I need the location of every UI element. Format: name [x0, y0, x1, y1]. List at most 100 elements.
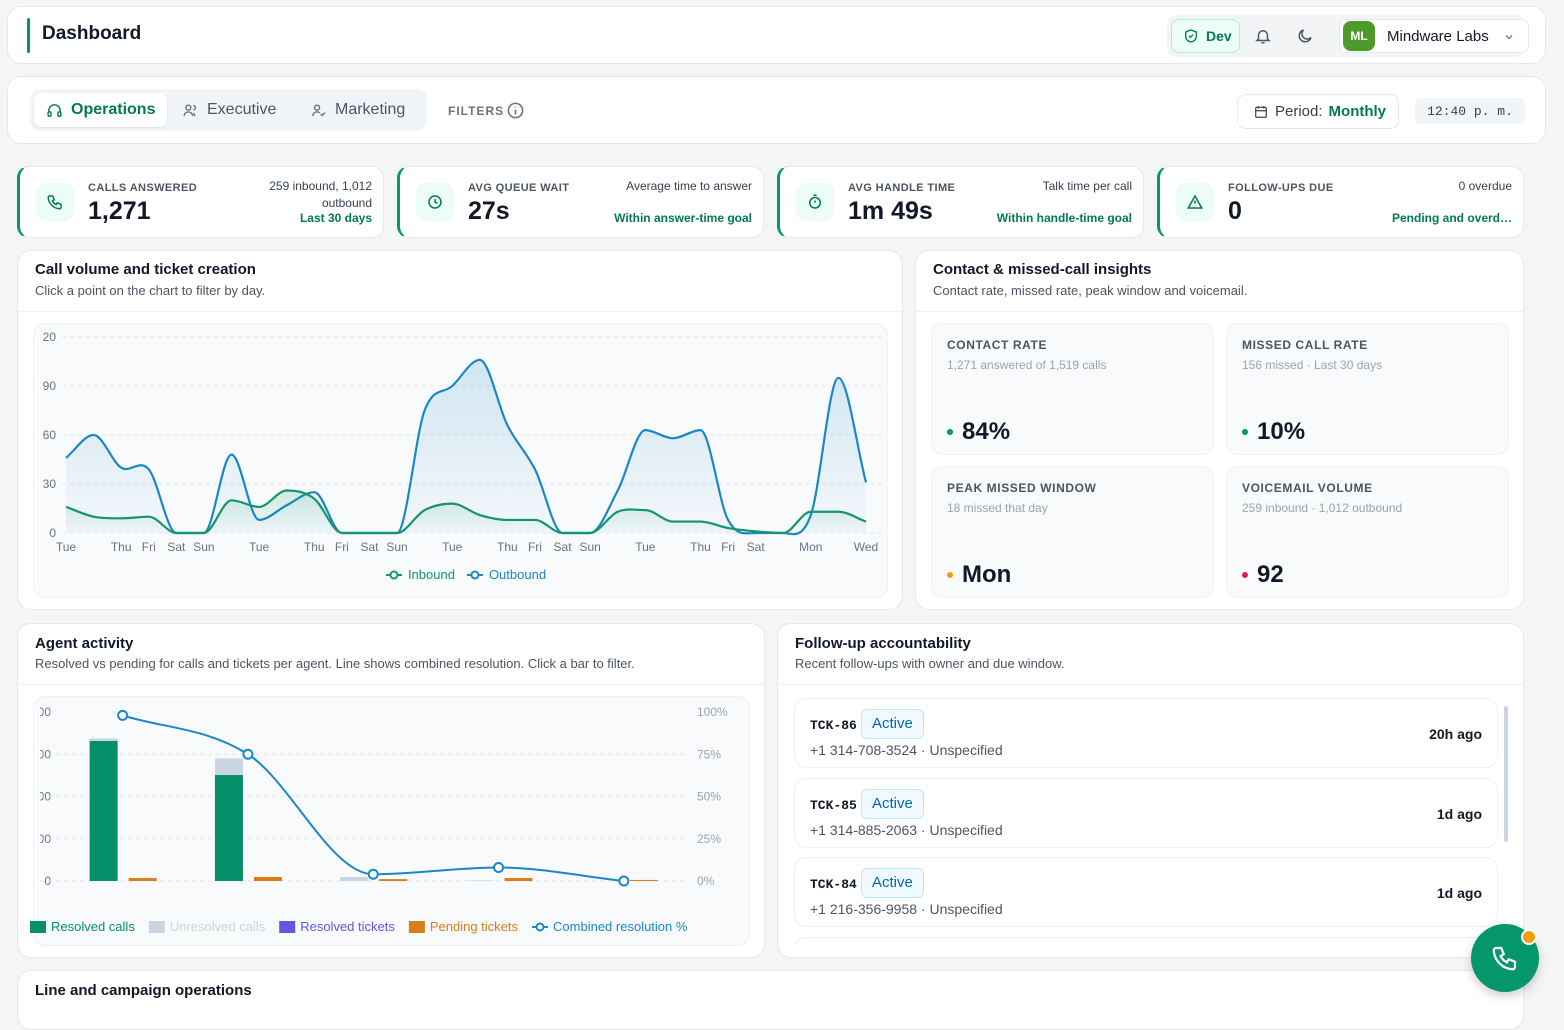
bar[interactable] [629, 879, 658, 881]
insight-number: 84% [962, 418, 1011, 445]
line-chart: 0 30 60 90 20 Tue Thu Fri Sat Sun Tue Thu Fri Sat Sun T… [43, 330, 883, 582]
x-tick-label: Thu [111, 540, 132, 554]
legend-item[interactable]: Unresolved calls [148, 919, 266, 934]
bar[interactable] [379, 879, 408, 881]
insight-label: MISSED CALL RATE [1242, 338, 1368, 352]
y-tick-label: 30 [43, 477, 57, 491]
legend-label: Pending tickets [430, 919, 519, 934]
divider [18, 311, 902, 312]
x-tick-label: Tue [56, 540, 77, 554]
bar[interactable] [214, 774, 243, 881]
icon [1186, 194, 1204, 209]
env-badge[interactable]: Dev [1171, 19, 1240, 53]
status-badge: Active [861, 709, 924, 739]
kpi-card: FOLLOW-UPS DUE 0 0 overdue Pending and over… [1157, 166, 1524, 238]
env-label: Dev [1206, 28, 1232, 44]
page: Dashboard html,body{margin:0;padding:0;w… [7, 6, 1546, 1030]
panel-subtitle: Recent follow-ups with owner and due win… [795, 656, 1065, 671]
legend-item[interactable]: Pending tickets [408, 919, 519, 934]
tab-icon [183, 103, 197, 116]
legend-marker [279, 921, 296, 933]
line-campaign-panel: Line and campaign operations [17, 970, 1524, 1030]
legend-item[interactable]: Resolved calls [30, 919, 135, 934]
tab[interactable]: Marketing [298, 93, 417, 127]
bell-icon[interactable] [1254, 27, 1272, 45]
bar[interactable] [89, 738, 118, 741]
insight-card: PEAK MISSED WINDOW 18 missed that day Mon [931, 466, 1214, 598]
insight-number: Mon [962, 561, 1012, 588]
kpi-note: Average time to answer [626, 179, 752, 193]
kpi-value: 1,271 [88, 197, 151, 225]
insight-value: 84% [947, 418, 1010, 446]
followup-item[interactable]: TCK-84 Active +1 216-356-9958 · Unspecifie… [794, 857, 1498, 927]
legend: Inbound Outbound [385, 567, 546, 582]
combo-chart: 0 200 400 600 800 0% 25% 50% 75% 100% Resolved cal… [30, 705, 728, 934]
status-badge: Active [861, 868, 924, 898]
divider [778, 684, 1523, 685]
scrollbar[interactable] [1504, 706, 1508, 842]
bar[interactable] [253, 876, 282, 881]
bar[interactable] [128, 878, 157, 881]
x-tick-label: Fri [335, 540, 349, 554]
insight-sub: 1,271 answered of 1,519 calls [947, 358, 1107, 372]
insight-label: CONTACT RATE [947, 338, 1048, 352]
bar[interactable] [89, 740, 118, 881]
bar[interactable] [214, 758, 243, 775]
shield-icon [1185, 29, 1197, 43]
insight-number: 92 [1257, 561, 1284, 588]
status-dot [1242, 429, 1248, 435]
kpi-value: 27s [468, 197, 510, 225]
insight-card: MISSED CALL RATE 156 missed · Last 30 day… [1226, 323, 1509, 455]
phone-owner: +1 314-708-3524 · Unspecified [810, 742, 1003, 758]
legend-marker [148, 921, 165, 933]
x-tick-label: Sun [579, 540, 600, 554]
bar[interactable] [465, 880, 494, 881]
legend-marker [408, 921, 425, 933]
followup-list: TCK-86 Active +1 314-708-3524 · Unspecifie… [778, 686, 1523, 946]
panel-title: Agent activity [35, 635, 134, 652]
divider [916, 311, 1523, 312]
panel-subtitle: Resolved vs pending for calls and ticket… [35, 656, 635, 671]
panel-title: Follow-up accountability [795, 635, 971, 652]
age: 1d ago [1436, 885, 1482, 901]
y-tick-label: 0 [49, 526, 56, 540]
icon [47, 195, 62, 210]
x-tick-label: Mon [799, 540, 822, 554]
bar[interactable] [504, 878, 533, 881]
legend-label: Outbound [489, 567, 546, 582]
legend-marker [470, 570, 480, 580]
body: {"header":{"title":"Dashboard","env":"De… [7, 6, 1546, 1030]
period-label: Period: [1275, 103, 1323, 120]
followup-item[interactable]: TCK-85 Active +1 314-885-2063 · Unspecifie… [794, 777, 1498, 848]
kpi-status: Pending and overd… [1391, 211, 1512, 225]
area [66, 359, 866, 535]
tab[interactable]: Operations [34, 93, 168, 127]
bar[interactable] [340, 876, 369, 881]
y-tick-label: 400 [31, 790, 51, 804]
kpi-note: 0 overdue [1458, 179, 1512, 193]
y-tick-label: 60 [43, 428, 57, 442]
legend-item[interactable]: Outbound [466, 567, 546, 582]
legend-item[interactable]: Inbound [385, 567, 455, 582]
legend-item[interactable]: Resolved tickets [279, 919, 395, 934]
filters-label[interactable]: FILTERS [448, 104, 505, 118]
legend-marker [389, 570, 399, 580]
info-icon[interactable] [506, 101, 525, 120]
phone-icon [1492, 946, 1517, 971]
period-button[interactable]: Period: Monthly [1237, 94, 1399, 129]
legend-label: Resolved calls [51, 919, 135, 934]
call-button[interactable] [1471, 924, 1539, 992]
followup-item[interactable]: TCK-86 Active +1 314-708-3524 · Unspecifie… [794, 698, 1498, 768]
org-switcher[interactable]: ML Mindware Labs [1339, 19, 1529, 53]
kpi-label: FOLLOW-UPS DUE [1228, 182, 1334, 194]
tab-label: Marketing [335, 101, 406, 118]
theme-icon[interactable] [1296, 27, 1314, 45]
y-tick-label: 800 [31, 705, 51, 719]
y-tick-label: 200 [31, 832, 51, 846]
status-dot [947, 429, 953, 435]
x-tick-label: Sun [386, 540, 407, 554]
tab[interactable]: Executive [170, 93, 288, 127]
kpi-value: 0 [1228, 197, 1242, 225]
y-tick-label: 600 [31, 747, 51, 761]
legend-item[interactable]: Combined resolution % [532, 919, 688, 934]
